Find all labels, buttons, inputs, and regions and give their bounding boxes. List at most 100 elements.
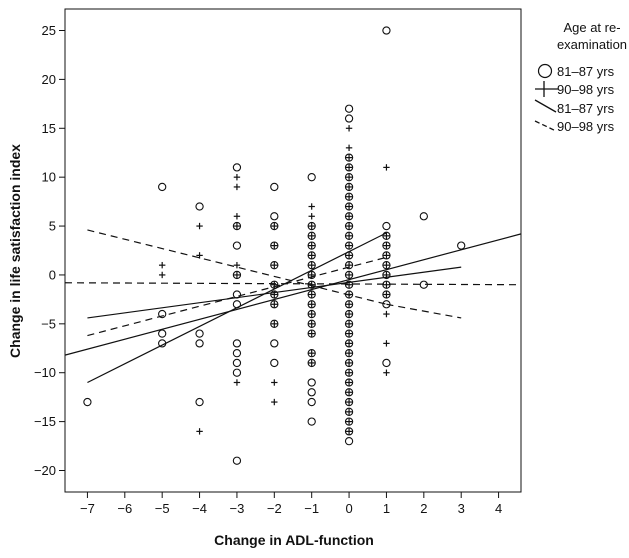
circle-point bbox=[270, 241, 279, 250]
circle-point bbox=[307, 270, 316, 280]
circle-point bbox=[307, 261, 316, 270]
plus-point bbox=[308, 261, 315, 269]
plus-point bbox=[271, 398, 278, 406]
circle-point bbox=[307, 241, 316, 250]
y-tick-label: −5 bbox=[41, 316, 56, 331]
legend-title: examination bbox=[557, 37, 627, 52]
circle-point bbox=[195, 397, 204, 407]
plus-point bbox=[233, 379, 241, 386]
circle-point bbox=[270, 221, 279, 231]
x-tick-label: 2 bbox=[420, 501, 427, 516]
x-tick-label: −6 bbox=[117, 501, 132, 516]
y-tick-label: −20 bbox=[34, 463, 56, 478]
circle-point bbox=[307, 397, 316, 407]
y-tick-label: 15 bbox=[42, 121, 56, 136]
circle-point bbox=[307, 349, 316, 358]
circle-point bbox=[270, 290, 279, 299]
plus-point bbox=[158, 261, 166, 269]
dashed-fit-line bbox=[64, 282, 522, 286]
circle-point bbox=[344, 349, 354, 358]
plus-point bbox=[383, 340, 390, 347]
circle-point bbox=[195, 202, 204, 211]
plus-point bbox=[271, 281, 278, 288]
plus-point bbox=[308, 320, 315, 328]
circle-point bbox=[307, 231, 316, 240]
circle-point bbox=[232, 349, 242, 358]
plus-point bbox=[345, 320, 353, 328]
circle-point bbox=[307, 300, 316, 309]
plus-point bbox=[233, 183, 241, 191]
plus-point bbox=[345, 291, 353, 298]
circle-point bbox=[344, 329, 354, 338]
circle-point bbox=[307, 251, 316, 260]
plus-point bbox=[308, 330, 315, 337]
plus-point bbox=[345, 203, 353, 210]
circle-point bbox=[83, 397, 92, 407]
circle-point bbox=[382, 261, 391, 270]
plus-point bbox=[383, 369, 390, 376]
plus-point bbox=[308, 301, 315, 308]
circle-point bbox=[419, 212, 428, 221]
circle-point bbox=[382, 241, 391, 250]
circle-point bbox=[382, 300, 391, 309]
circle-point bbox=[382, 26, 391, 35]
plus-point bbox=[345, 164, 353, 171]
circle-point bbox=[232, 163, 242, 172]
circle-point bbox=[232, 456, 242, 465]
plus-point bbox=[308, 359, 315, 367]
circle-point bbox=[344, 114, 354, 123]
circle-point bbox=[270, 182, 279, 192]
plus-point bbox=[233, 173, 241, 181]
circle-point bbox=[232, 270, 242, 280]
circle-point bbox=[307, 173, 316, 182]
dashed-fit-line bbox=[87, 256, 387, 337]
plus-point bbox=[345, 125, 353, 132]
circle-point bbox=[344, 280, 354, 289]
circle-point bbox=[307, 378, 316, 387]
plus-point bbox=[271, 242, 278, 249]
plus-point bbox=[383, 261, 390, 269]
y-tick-label: 0 bbox=[49, 267, 56, 282]
legend-label: 90–98 yrs bbox=[557, 82, 615, 97]
plus-point bbox=[345, 222, 353, 230]
y-axis-title: Change in life satisfaction index bbox=[7, 144, 23, 358]
circle-point bbox=[344, 163, 354, 172]
legend-title: Age at re- bbox=[563, 20, 620, 35]
circle-point bbox=[307, 280, 316, 289]
circle-point bbox=[344, 241, 354, 250]
plus-point bbox=[383, 281, 390, 288]
y-tick-label: −10 bbox=[34, 365, 56, 380]
circle-point bbox=[419, 280, 428, 289]
y-tick-label: 25 bbox=[42, 23, 56, 38]
circle-point bbox=[158, 339, 167, 348]
circle-point bbox=[344, 427, 354, 436]
circle-point bbox=[344, 300, 354, 309]
circle-point bbox=[344, 309, 354, 319]
plus-point bbox=[271, 261, 278, 269]
circle-point bbox=[270, 339, 279, 348]
circle-point bbox=[344, 388, 354, 397]
plus-point bbox=[308, 291, 315, 298]
circle-point bbox=[344, 319, 354, 328]
plus-point bbox=[345, 183, 353, 191]
circle-point bbox=[232, 339, 242, 348]
circle-point bbox=[232, 290, 242, 299]
x-tick-label: −4 bbox=[192, 501, 207, 516]
circle-point bbox=[382, 280, 391, 289]
plus-point bbox=[196, 252, 203, 259]
circle-point bbox=[344, 104, 354, 113]
circle-point bbox=[307, 221, 316, 231]
plus-point bbox=[345, 193, 353, 200]
circle-point bbox=[307, 319, 316, 328]
plus-point bbox=[233, 261, 241, 269]
circle-point bbox=[270, 212, 279, 221]
plus-point bbox=[345, 261, 353, 269]
circle-point bbox=[344, 261, 354, 270]
plus-point bbox=[308, 232, 315, 240]
plus-point bbox=[345, 349, 353, 357]
plus-point bbox=[345, 213, 353, 220]
circle-point bbox=[270, 261, 279, 270]
circle-point bbox=[344, 270, 354, 280]
plus-point bbox=[345, 232, 353, 240]
